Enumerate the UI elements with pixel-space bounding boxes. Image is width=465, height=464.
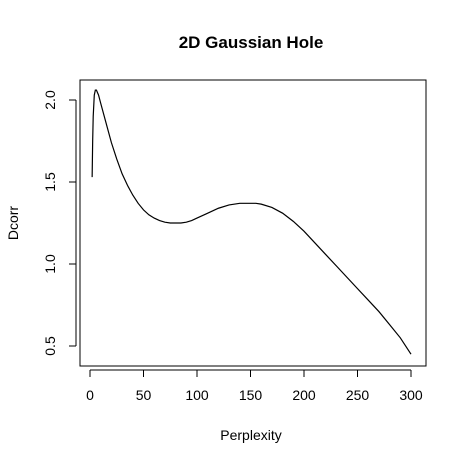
x-tick-label: 0 (86, 387, 94, 403)
series-line (91, 89, 412, 355)
plot-frame (79, 79, 427, 367)
x-tick-label: 300 (399, 387, 423, 403)
y-axis-label: Dcorr (5, 206, 21, 241)
y-tick-label: 1.5 (42, 172, 58, 192)
y-tick-label: 0.5 (42, 336, 58, 356)
y-axis: 0.5 1.0 1.5 2.0 (42, 90, 77, 356)
y-tick-label: 1.0 (42, 254, 58, 274)
x-tick-label: 50 (136, 387, 152, 403)
x-tick-label: 200 (292, 387, 316, 403)
x-axis-label: Perplexity (220, 427, 281, 443)
y-tick-label: 2.0 (42, 90, 58, 110)
x-tick-label: 250 (346, 387, 370, 403)
chart-title: 2D Gaussian Hole (179, 33, 324, 52)
x-tick-label: 100 (185, 387, 209, 403)
x-tick-label: 150 (239, 387, 263, 403)
x-axis: 0 50 100 150 200 250 300 (86, 369, 423, 403)
